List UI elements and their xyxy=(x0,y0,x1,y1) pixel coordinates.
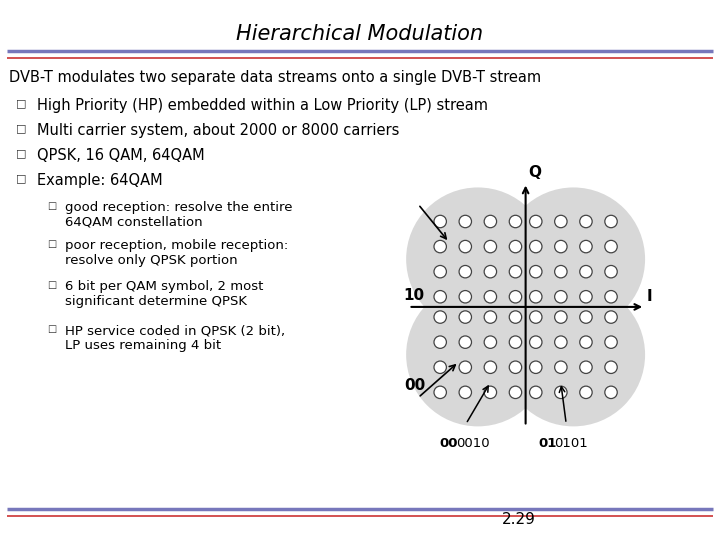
Text: Example: 64QAM: Example: 64QAM xyxy=(37,173,163,188)
Circle shape xyxy=(529,266,542,278)
Circle shape xyxy=(554,291,567,303)
Circle shape xyxy=(509,215,522,228)
Circle shape xyxy=(484,240,497,253)
Circle shape xyxy=(554,240,567,253)
Circle shape xyxy=(605,215,617,228)
Circle shape xyxy=(529,386,542,399)
Text: poor reception, mobile reception:
resolve only QPSK portion: poor reception, mobile reception: resolv… xyxy=(65,239,288,267)
Circle shape xyxy=(406,187,549,331)
Circle shape xyxy=(554,336,567,348)
Circle shape xyxy=(580,386,592,399)
Text: □: □ xyxy=(16,123,27,133)
Circle shape xyxy=(502,187,645,331)
Circle shape xyxy=(529,361,542,374)
Circle shape xyxy=(484,215,497,228)
Circle shape xyxy=(529,311,542,323)
Circle shape xyxy=(484,336,497,348)
Text: 00: 00 xyxy=(440,437,458,450)
Circle shape xyxy=(605,266,617,278)
Circle shape xyxy=(434,361,446,374)
Circle shape xyxy=(484,266,497,278)
Circle shape xyxy=(434,311,446,323)
Text: 0101: 0101 xyxy=(554,437,588,450)
Circle shape xyxy=(434,215,446,228)
Text: High Priority (HP) embedded within a Low Priority (LP) stream: High Priority (HP) embedded within a Low… xyxy=(37,98,488,113)
Circle shape xyxy=(554,215,567,228)
Text: □: □ xyxy=(16,98,27,109)
Circle shape xyxy=(459,240,472,253)
Circle shape xyxy=(605,291,617,303)
Text: □: □ xyxy=(47,201,56,211)
Text: 0010: 0010 xyxy=(456,437,490,450)
Text: 00: 00 xyxy=(404,378,425,393)
Circle shape xyxy=(529,336,542,348)
Circle shape xyxy=(502,283,645,427)
Circle shape xyxy=(529,291,542,303)
Text: □: □ xyxy=(47,324,56,334)
Text: good reception: resolve the entire
64QAM constellation: good reception: resolve the entire 64QAM… xyxy=(65,201,292,229)
Circle shape xyxy=(509,240,522,253)
Circle shape xyxy=(580,215,592,228)
Text: □: □ xyxy=(16,148,27,158)
Circle shape xyxy=(459,361,472,374)
Circle shape xyxy=(580,266,592,278)
Text: HP service coded in QPSK (2 bit),
LP uses remaining 4 bit: HP service coded in QPSK (2 bit), LP use… xyxy=(65,324,285,352)
Circle shape xyxy=(605,311,617,323)
Text: 01: 01 xyxy=(539,437,557,450)
Text: Hierarchical Modulation: Hierarchical Modulation xyxy=(236,24,484,44)
Circle shape xyxy=(459,266,472,278)
Text: 6 bit per QAM symbol, 2 most
significant determine QPSK: 6 bit per QAM symbol, 2 most significant… xyxy=(65,280,264,308)
Text: 2.29: 2.29 xyxy=(501,511,536,526)
Text: □: □ xyxy=(47,239,56,249)
Circle shape xyxy=(509,361,522,374)
Circle shape xyxy=(459,291,472,303)
Circle shape xyxy=(434,266,446,278)
Circle shape xyxy=(434,386,446,399)
Circle shape xyxy=(580,311,592,323)
Text: Q: Q xyxy=(528,165,541,180)
Circle shape xyxy=(605,361,617,374)
Text: I: I xyxy=(647,289,652,304)
Circle shape xyxy=(554,361,567,374)
Circle shape xyxy=(484,361,497,374)
Circle shape xyxy=(509,266,522,278)
Circle shape xyxy=(434,240,446,253)
Circle shape xyxy=(580,336,592,348)
Circle shape xyxy=(509,336,522,348)
Circle shape xyxy=(605,386,617,399)
Circle shape xyxy=(434,336,446,348)
Circle shape xyxy=(459,311,472,323)
Text: DVB-T modulates two separate data streams onto a single DVB-T stream: DVB-T modulates two separate data stream… xyxy=(9,70,541,85)
Text: Multi carrier system, about 2000 or 8000 carriers: Multi carrier system, about 2000 or 8000… xyxy=(37,123,400,138)
Circle shape xyxy=(434,291,446,303)
Circle shape xyxy=(554,266,567,278)
Circle shape xyxy=(484,386,497,399)
Circle shape xyxy=(459,336,472,348)
Circle shape xyxy=(605,336,617,348)
Circle shape xyxy=(459,386,472,399)
Circle shape xyxy=(509,311,522,323)
Circle shape xyxy=(406,283,549,427)
Text: □: □ xyxy=(47,280,56,290)
Circle shape xyxy=(459,215,472,228)
Circle shape xyxy=(529,215,542,228)
Circle shape xyxy=(554,311,567,323)
Circle shape xyxy=(509,386,522,399)
Circle shape xyxy=(484,291,497,303)
Circle shape xyxy=(484,311,497,323)
Circle shape xyxy=(580,291,592,303)
Text: QPSK, 16 QAM, 64QAM: QPSK, 16 QAM, 64QAM xyxy=(37,148,205,163)
Circle shape xyxy=(529,240,542,253)
Circle shape xyxy=(580,240,592,253)
Circle shape xyxy=(509,291,522,303)
Circle shape xyxy=(554,386,567,399)
Circle shape xyxy=(580,361,592,374)
Circle shape xyxy=(605,240,617,253)
Text: □: □ xyxy=(16,173,27,183)
Text: 10: 10 xyxy=(404,288,425,303)
